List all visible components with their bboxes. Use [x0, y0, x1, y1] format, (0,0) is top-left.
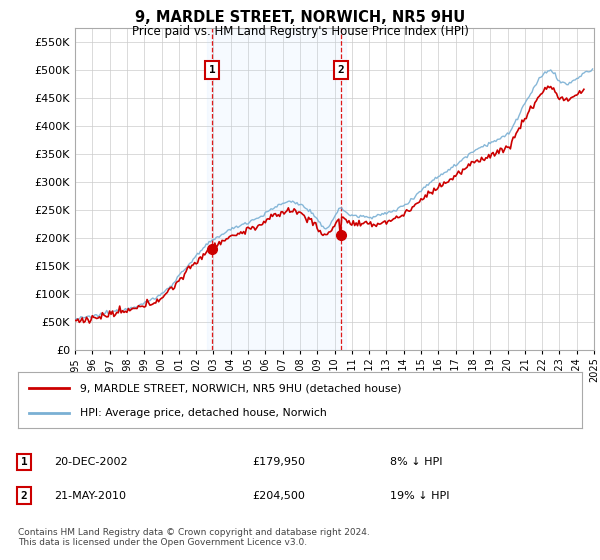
Text: 19% ↓ HPI: 19% ↓ HPI — [390, 491, 449, 501]
Text: 9, MARDLE STREET, NORWICH, NR5 9HU: 9, MARDLE STREET, NORWICH, NR5 9HU — [135, 10, 465, 25]
Text: Price paid vs. HM Land Registry's House Price Index (HPI): Price paid vs. HM Land Registry's House … — [131, 25, 469, 38]
Text: 21-MAY-2010: 21-MAY-2010 — [54, 491, 126, 501]
Text: 1: 1 — [20, 457, 28, 467]
Text: £179,950: £179,950 — [252, 457, 305, 467]
Text: 9, MARDLE STREET, NORWICH, NR5 9HU (detached house): 9, MARDLE STREET, NORWICH, NR5 9HU (deta… — [80, 383, 401, 393]
Text: 2: 2 — [20, 491, 28, 501]
Text: £204,500: £204,500 — [252, 491, 305, 501]
Text: Contains HM Land Registry data © Crown copyright and database right 2024.
This d: Contains HM Land Registry data © Crown c… — [18, 528, 370, 547]
Text: 1: 1 — [209, 65, 215, 75]
Text: 8% ↓ HPI: 8% ↓ HPI — [390, 457, 443, 467]
Text: 20-DEC-2002: 20-DEC-2002 — [54, 457, 128, 467]
Text: 2: 2 — [338, 65, 344, 75]
Bar — [207, 28, 346, 350]
Text: HPI: Average price, detached house, Norwich: HPI: Average price, detached house, Norw… — [80, 408, 327, 418]
